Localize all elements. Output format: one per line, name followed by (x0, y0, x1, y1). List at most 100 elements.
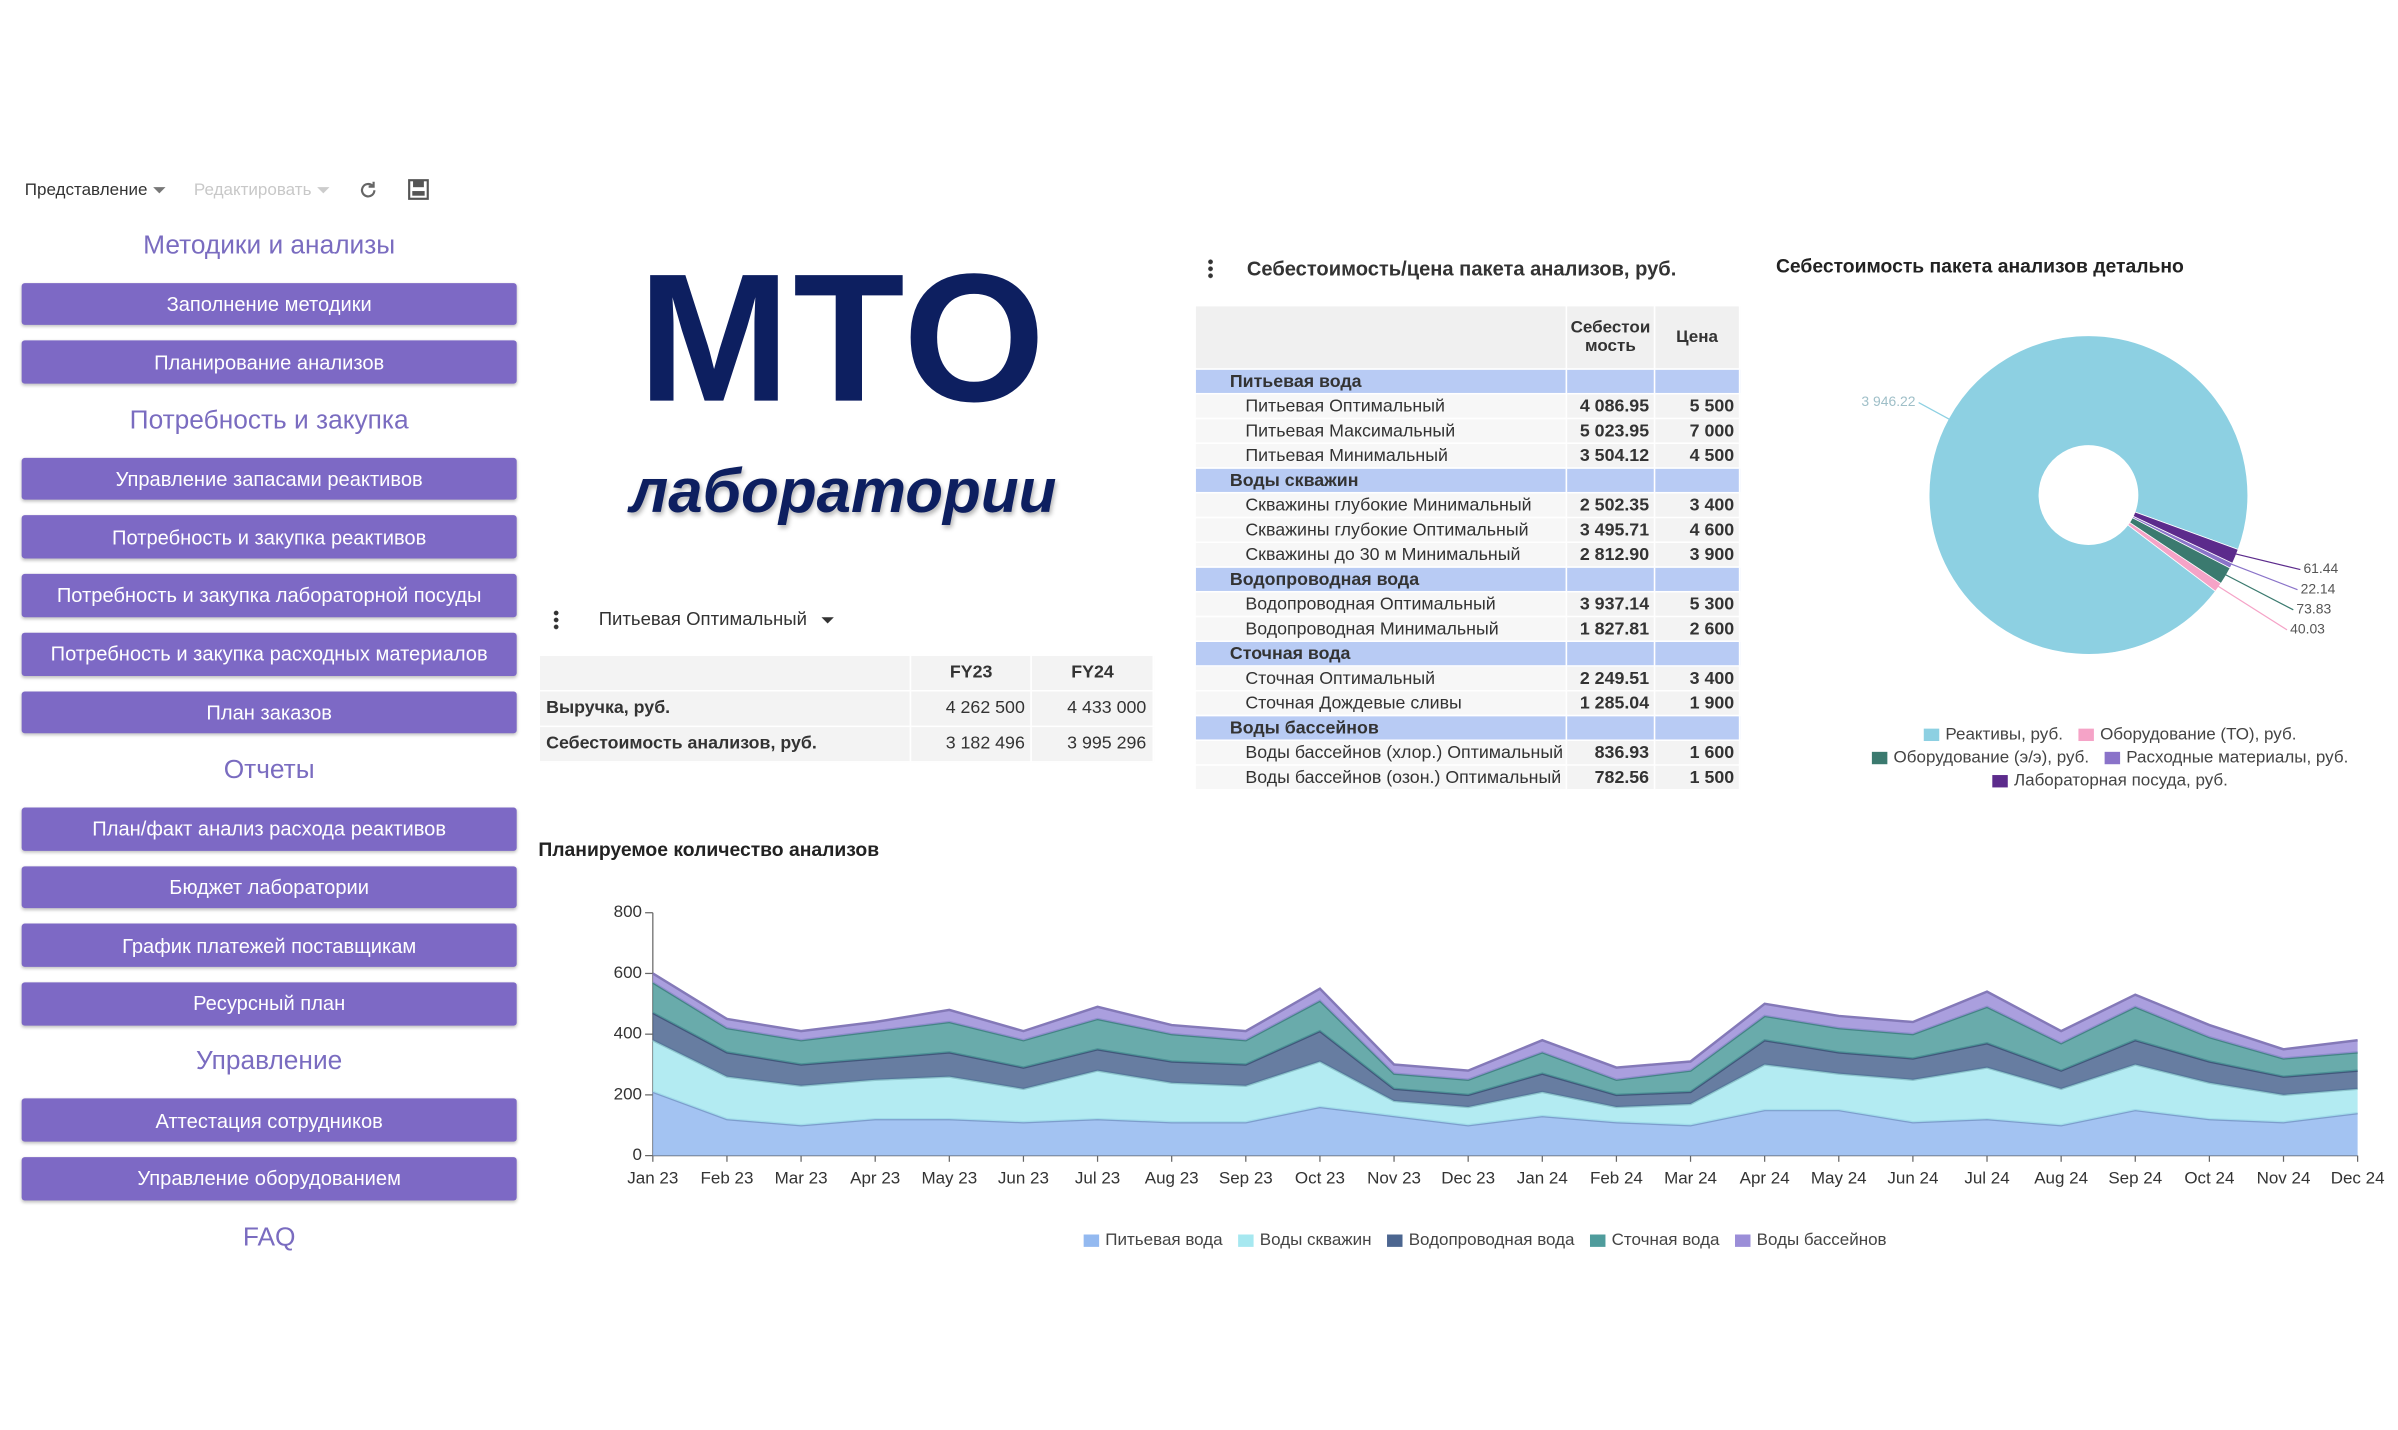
y-tick-label: 200 (614, 1084, 642, 1103)
nav-button[interactable]: Потребность и закупка лабораторной посуд… (21, 574, 517, 617)
legend-label: Расходные материалы, руб. (2126, 748, 2348, 767)
legend-swatch (1735, 1234, 1751, 1247)
nav-button[interactable]: Планирование анализов (21, 340, 517, 384)
x-tick-label: Nov 23 (1367, 1168, 1421, 1187)
slice-label: 22.14 (2301, 580, 2336, 596)
x-tick-label: Mar 23 (775, 1168, 828, 1187)
nav-button[interactable]: Бюджет лаборатории (21, 865, 517, 909)
x-tick-label: Jun 24 (1887, 1168, 1938, 1187)
revenue-table: FY23 FY24 Выручка, руб. 4 262 500 4 433 000 С… (538, 654, 1155, 763)
x-tick-label: Feb 24 (1590, 1168, 1643, 1187)
x-tick-label: May 24 (1811, 1168, 1867, 1187)
table-row: Скважины глубокие Оптимальный 3 495.71 4 6… (1194, 516, 1741, 543)
table-row: Воды бассейнов (озон.) Оптимальный 782.56… (1194, 764, 1741, 791)
x-tick-label: May 23 (921, 1168, 977, 1187)
header-row: Себестоимость Цена (1194, 304, 1741, 370)
save-icon[interactable] (407, 178, 430, 201)
faq-link[interactable]: FAQ (242, 1221, 296, 1251)
cell-value: 782.56 (1565, 764, 1656, 791)
cell-value: 4 262 500 (909, 689, 1033, 728)
legend-label: Воды скважин (1260, 1230, 1372, 1249)
group-label: Воды скважин (1194, 467, 1568, 494)
legend-swatch (2104, 751, 2121, 765)
x-tick-label: Dec 24 (2331, 1168, 2385, 1187)
table-row: Сточная Оптимальный 2 249.51 3 400 (1194, 665, 1741, 692)
leader-line (2220, 549, 2301, 571)
group-row: Сточная вода (1194, 640, 1741, 667)
legend-label: Оборудование (э/э), руб. (1894, 748, 2090, 767)
x-tick-label: Aug 24 (2034, 1168, 2088, 1187)
legend-swatch (1589, 1234, 1606, 1247)
group-cell (1565, 566, 1656, 593)
row-label: Сточная Оптимальный (1194, 665, 1568, 692)
nav-button[interactable]: График платежей поставщикам (21, 923, 517, 967)
cell-value: 1 285.04 (1565, 689, 1656, 717)
chart-title: Планируемое количество анализов (538, 840, 879, 861)
group-label: Сточная вода (1194, 640, 1568, 667)
area-series (652, 1040, 2358, 1126)
nav-button[interactable]: Заполнение методики (21, 282, 517, 326)
nav-button[interactable]: Потребность и закупка расходных материал… (21, 632, 517, 676)
row-label: Скважины до 30 м Минимальный (1194, 541, 1568, 568)
slice-label: 61.44 (2303, 560, 2338, 576)
table-row: Скважины глубокие Минимальный 2 502.35 3 4… (1194, 491, 1741, 519)
row-label: Выручка, руб. (538, 689, 912, 728)
table-row: Питьевая Минимальный 3 504.12 4 500 (1194, 442, 1741, 469)
menu-icon[interactable] (553, 608, 559, 629)
x-tick-label: Oct 24 (2184, 1168, 2234, 1187)
slice-label: 3 946.22 (1861, 393, 1915, 409)
row-label: Водопроводная Минимальный (1194, 615, 1568, 643)
menu-icon[interactable] (1208, 258, 1213, 279)
nav-button[interactable]: План/факт анализ расхода реактивов (21, 807, 517, 851)
legend-swatch (1083, 1234, 1100, 1247)
group-row: Воды скважин (1194, 467, 1741, 494)
group-cell (1565, 368, 1656, 395)
nav-button[interactable]: Потребность и закупка реактивов (21, 515, 517, 559)
row-label: Скважины глубокие Оптимальный (1194, 516, 1568, 543)
group-cell (1565, 714, 1656, 742)
row-label: Питьевая Максимальный (1194, 417, 1568, 444)
filter-selector[interactable]: Питьевая Оптимальный (553, 607, 834, 630)
x-tick-label: Feb 23 (700, 1168, 753, 1187)
cell-value: 4 433 000 (1031, 689, 1155, 728)
legend-swatch (1992, 775, 2008, 788)
slice-label: 40.03 (2290, 621, 2325, 637)
cost-table: Себестоимость Цена Питьевая вода Питьевая О… (1194, 304, 1741, 791)
group-label: Водопроводная вода (1194, 566, 1568, 593)
nav-button[interactable]: Управление оборудованием (21, 1157, 517, 1200)
header-cell (1194, 304, 1568, 370)
group-row: Питьевая вода (1194, 368, 1741, 395)
row-label: Водопроводная Оптимальный (1194, 590, 1568, 618)
leader-line (1918, 401, 1963, 427)
selector-label[interactable]: Питьевая Оптимальный (598, 607, 808, 630)
legend-swatch (1871, 751, 1888, 765)
row-label: Скважины глубокие Минимальный (1194, 491, 1568, 519)
x-tick-label: Jul 23 (1075, 1168, 1120, 1187)
table-row: Сточная Дождевые сливы 1 285.04 1 900 (1194, 689, 1741, 717)
table-row: Выручка, руб. 4 262 500 4 433 000 (538, 689, 1155, 728)
y-tick-label: 800 (614, 902, 642, 921)
nav-button[interactable]: Ресурсный план (21, 982, 517, 1026)
area-series (652, 973, 2358, 1080)
nav-button[interactable]: Аттестация сотрудников (21, 1098, 517, 1142)
row-label: Питьевая Оптимальный (1194, 392, 1568, 420)
nav-button[interactable]: План заказов (21, 690, 517, 734)
menu-label[interactable]: Представление (24, 180, 148, 199)
cell-value: 1 600 (1653, 739, 1741, 766)
legend-label: Реактивы, руб. (1945, 724, 2063, 743)
nav-button[interactable]: Управление запасами реактивов (21, 457, 517, 501)
x-tick-label: Sep 23 (1219, 1168, 1273, 1187)
x-tick-label: Apr 24 (1740, 1168, 1790, 1187)
legend-swatch (1238, 1234, 1254, 1247)
logo-title: МТО (637, 236, 1049, 441)
y-tick-label: 0 (633, 1145, 642, 1164)
legend-label: Сточная вода (1612, 1230, 1720, 1249)
chart-title: Себестоимость пакета анализов детально (1776, 257, 2184, 278)
slice-label: 73.83 (2296, 600, 2331, 616)
view-menu[interactable]: Представление (24, 180, 167, 199)
area-edge (652, 972, 2358, 1072)
refresh-icon[interactable] (358, 179, 380, 201)
cell-value: 5 300 (1653, 590, 1741, 618)
cell-value: 836.93 (1565, 739, 1656, 766)
legend-label: Питьевая вода (1105, 1230, 1223, 1249)
